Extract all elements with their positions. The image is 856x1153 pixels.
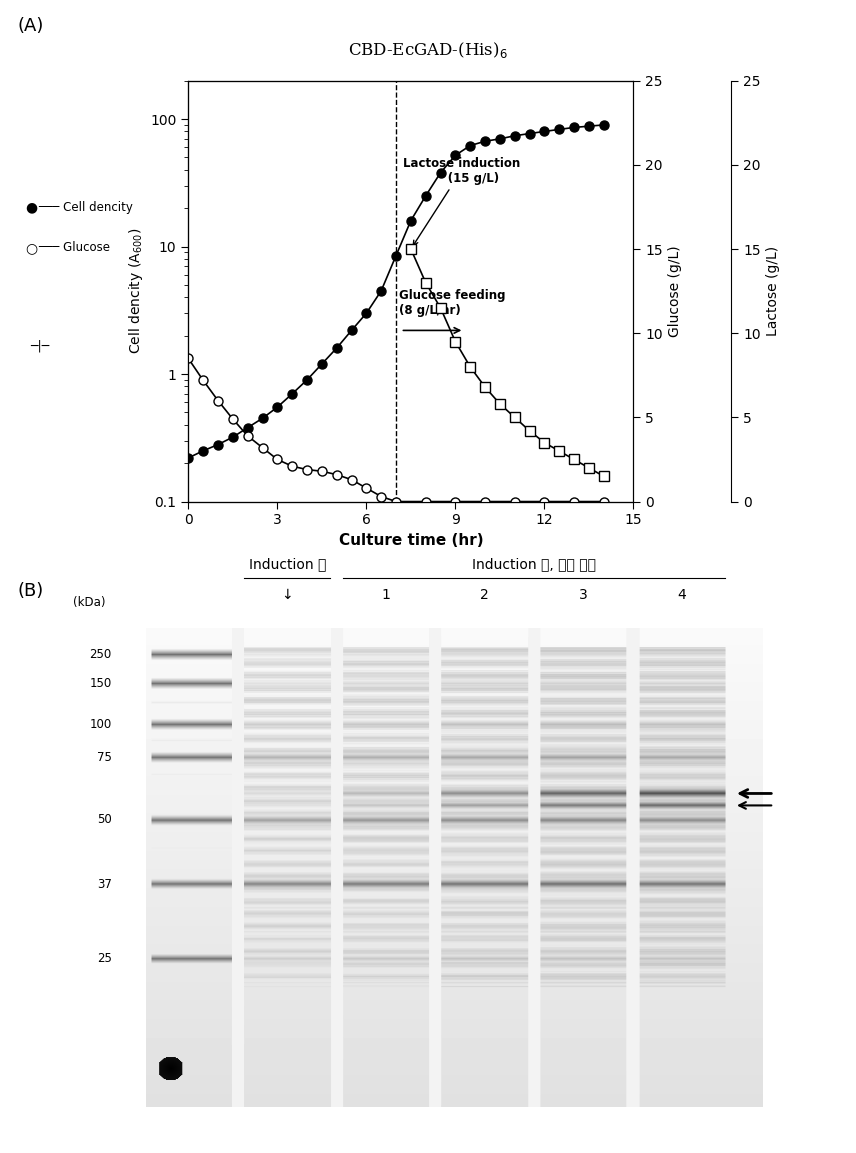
Text: 150: 150: [89, 677, 111, 689]
X-axis label: Culture time (hr): Culture time (hr): [339, 533, 483, 548]
Text: ↓: ↓: [282, 588, 293, 602]
Text: 50: 50: [97, 813, 111, 827]
Text: 2: 2: [480, 588, 489, 602]
Text: 3: 3: [579, 588, 587, 602]
Text: ─── Cell dencity: ─── Cell dencity: [39, 201, 134, 214]
Text: (kDa): (kDa): [73, 596, 105, 609]
Text: ─── Glucose: ─── Glucose: [39, 241, 110, 255]
Text: 4: 4: [677, 588, 687, 602]
Text: 75: 75: [97, 751, 111, 764]
Text: Induction 후, 경과 시간: Induction 후, 경과 시간: [472, 557, 596, 571]
Text: 250: 250: [89, 648, 111, 661]
Y-axis label: Glucose (g/L): Glucose (g/L): [669, 246, 682, 337]
Text: ─|─: ─|─: [30, 339, 49, 353]
Y-axis label: Lactose (g/L): Lactose (g/L): [766, 246, 781, 337]
Text: 100: 100: [89, 717, 111, 731]
Text: 1: 1: [382, 588, 390, 602]
Text: Lactose induction
      (15 g/L): Lactose induction (15 g/L): [402, 157, 520, 246]
Text: (A): (A): [17, 17, 44, 36]
Text: CBD-EcGAD-(His)$_6$: CBD-EcGAD-(His)$_6$: [348, 40, 508, 60]
Text: (B): (B): [17, 582, 44, 601]
Text: Induction 전: Induction 전: [248, 557, 326, 571]
Y-axis label: Cell dencity (A$_{600}$): Cell dencity (A$_{600}$): [127, 228, 145, 354]
Text: ○: ○: [26, 241, 38, 255]
Text: ●: ●: [26, 201, 38, 214]
Text: 25: 25: [97, 952, 111, 965]
Text: 37: 37: [97, 877, 111, 891]
Text: Glucose feeding
(8 g/L/hr): Glucose feeding (8 g/L/hr): [399, 289, 506, 317]
